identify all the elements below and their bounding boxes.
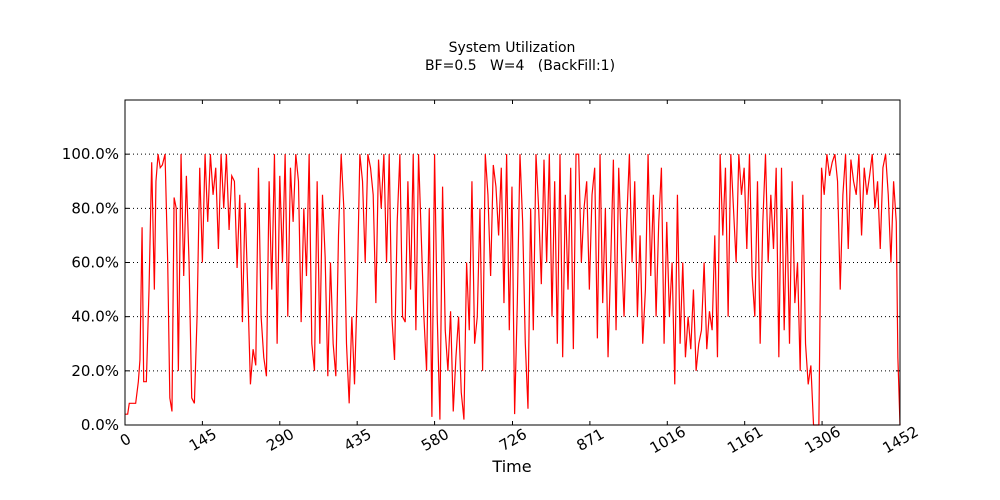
chart-subtitle: BF=0.5 W=4 (BackFill:1) [425,58,615,74]
y-tick-label: 60.0% [71,254,119,272]
y-tick-label: 20.0% [71,362,119,380]
y-tick-label: 80.0% [71,199,119,217]
data-line [125,153,901,426]
plot-frame [124,99,901,426]
y-tick-label: 100.0% [62,145,119,163]
chart-title: System Utilization [449,40,576,56]
x-axis-label: Time [491,457,531,476]
y-tick-label: 40.0% [71,308,119,326]
y-tick-label: 0.0% [81,416,119,434]
